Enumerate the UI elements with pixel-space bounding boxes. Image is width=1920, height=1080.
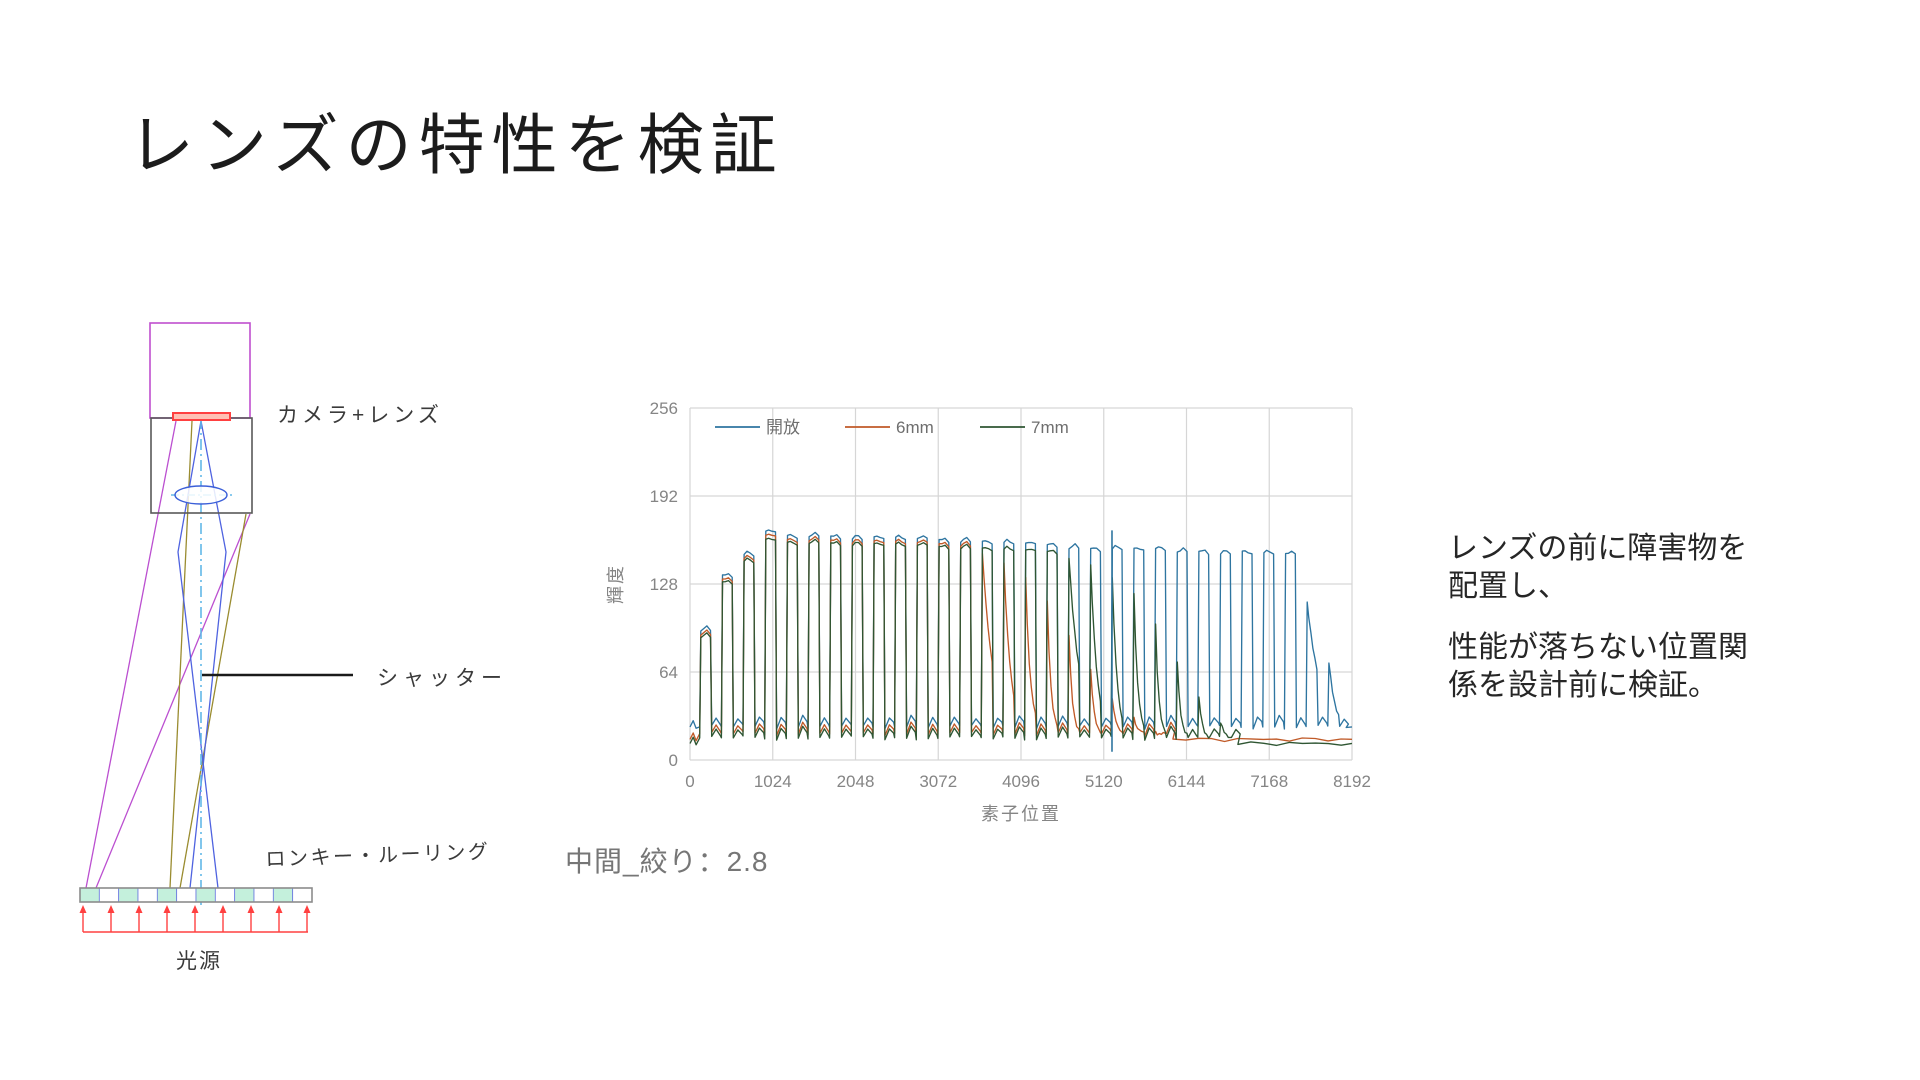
ruling-frame: [79, 887, 313, 903]
ruling-cell: [272, 887, 294, 903]
ruling-cell: [137, 887, 158, 903]
light-source-label: 光源: [176, 950, 222, 973]
y-tick-label: 192: [650, 487, 678, 506]
chart-tick-labels: 0 64 128 192 256 0 1024 2048 3072 4096 5120 6144 716…: [650, 399, 1371, 791]
x-tick-label: 3072: [919, 772, 957, 791]
description-paragraph-2: 性能が落ちない位置関係を設計前に検証。: [1448, 631, 1748, 702]
ruling-cell: [118, 887, 139, 903]
up-arrow-head-icon: [219, 905, 227, 913]
camera-lens-label: カメラ+レンズ: [277, 404, 443, 427]
chart-svg: 0 64 128 192 256 0 1024 2048 3072 4096 5120 6144 716…: [606, 399, 1371, 824]
x-tick-label: 2048: [837, 772, 875, 791]
x-tick-label: 6144: [1168, 772, 1206, 791]
camera-body: [149, 322, 251, 419]
ruling-cell: [195, 887, 216, 903]
y-tick-label: 128: [650, 575, 678, 594]
up-arrow-head-icon: [247, 905, 255, 913]
luminance-chart: 0 64 128 192 256 0 1024 2048 3072 4096 5120 6144 716…: [600, 395, 1400, 845]
x-tick-label: 0: [685, 772, 694, 791]
y-tick-label: 256: [650, 399, 678, 418]
series-line: [689, 529, 1353, 730]
ronchi-ruling: [79, 887, 313, 903]
x-tick-label: 1024: [754, 772, 792, 791]
x-tick-label: 4096: [1002, 772, 1040, 791]
x-axis-title: 素子位置: [981, 804, 1061, 824]
up-arrow-head-icon: [303, 905, 311, 913]
up-arrow-head-icon: [79, 905, 87, 913]
ray-blue: [177, 420, 219, 889]
up-arrow-head-icon: [163, 905, 171, 913]
optical-bench-diagram: [79, 322, 353, 933]
up-arrow-head-icon: [135, 905, 143, 913]
ruling-cell: [176, 887, 197, 903]
y-tick-label: 0: [669, 751, 678, 770]
ruling-cell: [214, 887, 236, 903]
shutter-label: シャッター: [377, 667, 507, 690]
page-title: レンズの特性を検証: [128, 108, 784, 182]
description-block: レンズの前に障害物を配置し、 性能が落ちない位置関係を設計前に検証。: [1448, 530, 1758, 704]
x-tick-label: 5120: [1085, 772, 1123, 791]
y-tick-label: 64: [659, 663, 678, 682]
up-arrow-head-icon: [191, 905, 199, 913]
up-arrow-head-icon: [275, 905, 283, 913]
chart-legend: 開放 6mm 7mm: [715, 418, 1069, 437]
lens: [174, 485, 228, 505]
ray-olive: [179, 513, 247, 889]
ruling-cell: [79, 887, 100, 903]
ray-blue: [189, 420, 227, 889]
ruling-cell: [156, 887, 178, 903]
y-axis-title: 輝度: [606, 564, 626, 604]
legend-label: 6mm: [896, 418, 934, 437]
description-paragraph-1: レンズの前に障害物を配置し、: [1448, 532, 1748, 603]
series-line: [689, 537, 1353, 747]
up-arrow-head-icon: [107, 905, 115, 913]
x-tick-label: 8192: [1333, 772, 1371, 791]
ruling-cell: [98, 887, 120, 903]
legend-label: 7mm: [1031, 418, 1069, 437]
ray-magenta: [85, 420, 177, 889]
light-source-arrows: [79, 905, 311, 933]
ruling-cell: [292, 887, 313, 903]
chart-caption: 中間_絞り：2.8: [565, 846, 769, 877]
legend-label: 開放: [766, 418, 800, 437]
image-sensor: [172, 412, 231, 421]
ray-magenta: [95, 513, 251, 889]
ruling-cell: [234, 887, 255, 903]
x-tick-label: 7168: [1250, 772, 1288, 791]
ruling-cell: [253, 887, 274, 903]
